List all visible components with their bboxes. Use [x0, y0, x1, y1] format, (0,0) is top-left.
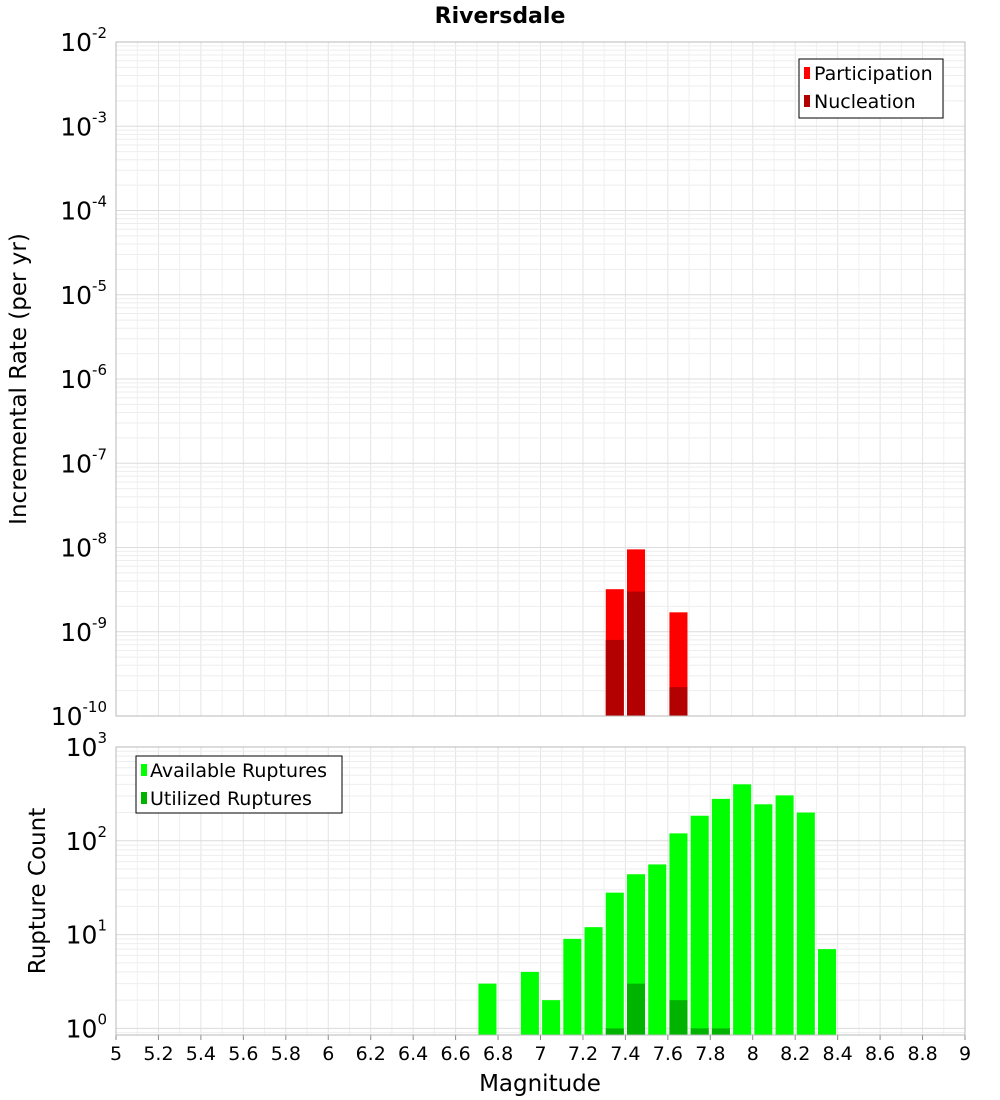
- legend-swatch-available: [141, 764, 147, 776]
- x-tick-label: 5.2: [143, 1043, 173, 1065]
- count-bar-0-4: [584, 927, 603, 1035]
- count-bar-0-2: [542, 1000, 561, 1035]
- legend-swatch-utilized: [141, 792, 147, 804]
- x-tick-label: 6.4: [398, 1043, 428, 1065]
- count-bar-0-14: [796, 812, 815, 1035]
- count-bar-0-12: [754, 804, 773, 1035]
- rate-bar-1-1: [626, 591, 646, 716]
- x-tick-label: 7.4: [610, 1043, 640, 1065]
- count-bars: [478, 784, 837, 1035]
- count-y-axis-label: Rupture Count: [25, 808, 51, 974]
- x-tick-label: 5: [110, 1043, 122, 1065]
- count-panel: 100 101 102 103 5 5.2 5.4 5.6 5.8 6 6.2 6.4 6.6 6.8 7…: [25, 729, 971, 1097]
- count-legend: Available Ruptures Utilized Ruptures: [135, 755, 343, 814]
- rate-ytick-label: 10-6: [60, 361, 107, 394]
- x-tick-label: 7.6: [653, 1043, 683, 1065]
- count-bar-0-7: [648, 864, 667, 1035]
- x-axis-label: Magnitude: [479, 1071, 601, 1097]
- x-tick-label: 8.6: [865, 1043, 895, 1065]
- rate-ytick-label: 10-4: [60, 193, 107, 226]
- x-tick-label: 8: [747, 1043, 759, 1065]
- count-ytick-label: 101: [66, 917, 107, 950]
- rate-ytick-label: 10-8: [60, 530, 107, 563]
- rate-y-axis-label: Incremental Rate (per yr): [6, 233, 32, 525]
- x-tick-label: 9: [959, 1043, 971, 1065]
- rate-y-ticks: 10-10 10-9 10-8 10-7 10-6 10-5 10-4 10-3 10-2: [51, 24, 107, 731]
- chart-title: Riversdale: [435, 4, 566, 29]
- x-tick-label: 6: [322, 1043, 334, 1065]
- rate-bar-1-2: [669, 687, 688, 716]
- rate-panel: 10-10 10-9 10-8 10-7 10-6 10-5 10-4 10-3 10-2 In…: [6, 24, 966, 731]
- count-bar-0-10: [711, 798, 730, 1035]
- rate-ytick-label: 10-5: [60, 277, 107, 310]
- count-bar-0-13: [775, 795, 794, 1035]
- legend-swatch-participation: [804, 67, 810, 79]
- legend-participation: Participation: [814, 63, 933, 85]
- x-tick-label: 5.8: [271, 1043, 301, 1065]
- x-tick-label: 8.8: [907, 1043, 937, 1065]
- count-bar-0-0: [478, 983, 497, 1035]
- rate-ytick-label: 10-10: [51, 698, 107, 731]
- rate-legend: Participation Nucleation: [798, 58, 944, 119]
- count-ytick-label: 100: [66, 1010, 107, 1043]
- count-bar-0-15: [818, 949, 837, 1035]
- rate-ytick-label: 10-9: [60, 614, 107, 647]
- legend-swatch-nucleation: [804, 95, 810, 107]
- count-bar-1-6: [626, 983, 646, 1035]
- x-tick-label: 5.6: [228, 1043, 258, 1065]
- legend-available: Available Ruptures: [150, 760, 327, 782]
- rate-bar-1-0: [605, 639, 624, 716]
- x-tick-label: 6.2: [356, 1043, 386, 1065]
- count-bar-1-5: [605, 1028, 624, 1035]
- count-bar-0-9: [690, 815, 709, 1035]
- x-tick-label: 7: [534, 1043, 546, 1065]
- rate-ytick-label: 10-3: [60, 108, 107, 141]
- x-tick-label: 8.4: [823, 1043, 853, 1065]
- count-ytick-label: 102: [66, 823, 107, 856]
- legend-nucleation: Nucleation: [814, 91, 916, 113]
- count-ytick-label: 103: [66, 729, 107, 762]
- count-bar-0-11: [733, 784, 752, 1035]
- count-bar-0-1: [520, 971, 539, 1035]
- x-tick-label: 6.6: [440, 1043, 470, 1065]
- count-bar-0-8: [669, 833, 688, 1035]
- count-bar-1-8: [669, 1000, 688, 1035]
- x-tick-label: 5.4: [186, 1043, 216, 1065]
- count-x-ticks: 5 5.2 5.4 5.6 5.8 6 6.2 6.4 6.6 6.8 7 7.2 7.4 7.6 7.8 8…: [110, 1035, 971, 1065]
- x-tick-label: 7.2: [568, 1043, 598, 1065]
- x-tick-label: 6.8: [483, 1043, 513, 1065]
- count-bar-0-5: [605, 892, 624, 1035]
- rate-grid: [115, 42, 966, 717]
- x-tick-label: 7.8: [695, 1043, 725, 1065]
- count-bar-1-9: [690, 1028, 709, 1035]
- rate-ytick-label: 10-7: [60, 445, 107, 478]
- rate-bars: [605, 549, 688, 716]
- count-y-ticks: 100 101 102 103: [66, 729, 107, 1043]
- count-bar-0-3: [563, 938, 582, 1035]
- count-bar-1-10: [711, 1028, 730, 1035]
- legend-utilized: Utilized Ruptures: [150, 788, 312, 810]
- x-tick-label: 8.2: [780, 1043, 810, 1065]
- rate-ytick-label: 10-2: [60, 24, 107, 57]
